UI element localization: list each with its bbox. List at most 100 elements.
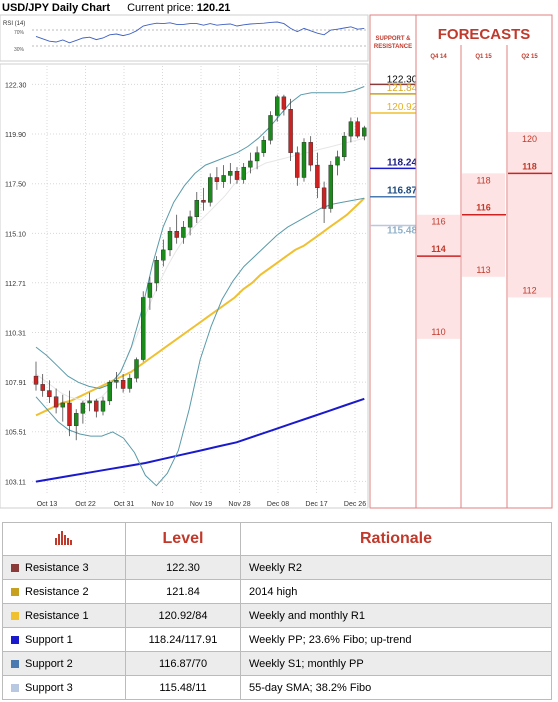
forecast-high-label: 116 xyxy=(431,217,445,227)
row-level: 115.48/11 xyxy=(125,675,241,700)
candle-body xyxy=(94,400,99,412)
candle-body xyxy=(234,171,240,180)
indicator-line xyxy=(35,197,365,487)
candle-body xyxy=(248,160,253,168)
x-tick-label: Oct 13 xyxy=(37,501,58,508)
forecast-column-header: Q4 14 xyxy=(430,54,447,60)
table-row: Resistance 3 122.30 Weekly R2 xyxy=(2,555,552,580)
candle-body xyxy=(47,390,52,397)
candle-body xyxy=(261,140,266,153)
chart-title: USD/JPY Daily Chart xyxy=(2,2,111,14)
candle-body xyxy=(308,142,313,166)
x-tick-label: Oct 22 xyxy=(75,501,96,508)
candle-body xyxy=(321,187,327,209)
support-3-swatch xyxy=(11,683,19,692)
y-tick-label: 107.91 xyxy=(5,380,27,387)
table-row: Resistance 2 121.84 2014 high xyxy=(2,579,552,604)
row-rationale: Weekly PP; 23.6% Fibo; up-trend xyxy=(240,627,552,652)
row-name: Resistance 2 xyxy=(25,585,89,598)
candle-body xyxy=(342,135,347,158)
usdjpy-chart: RSI (14) 70% 30% 122.30 119.90 117.50 115.1… xyxy=(0,14,553,509)
row-level: 118.24/117.91 xyxy=(125,627,241,652)
candle-body xyxy=(33,375,39,385)
table-row: Resistance 1 120.92/84 Weekly and monthl… xyxy=(2,603,552,628)
x-tick-label: Nov 19 xyxy=(190,501,212,508)
row-level: 120.92/84 xyxy=(125,603,241,628)
rationale-header: Rationale xyxy=(240,522,552,556)
support-1-swatch xyxy=(11,635,19,644)
forecast-range xyxy=(508,131,551,298)
candle-body xyxy=(147,282,153,298)
candle-body xyxy=(87,400,92,404)
sr-level-label: 115.48 xyxy=(387,225,417,236)
candle-body xyxy=(107,382,112,402)
forecast-range xyxy=(462,173,505,277)
bars-icon-cell xyxy=(2,522,126,556)
candle-body xyxy=(114,380,119,383)
sr-label-line-1: SUPPORT & xyxy=(375,36,411,42)
candle-body xyxy=(187,216,193,228)
candle-body xyxy=(80,402,86,414)
candle-body xyxy=(295,152,300,178)
support-2-swatch xyxy=(11,659,19,668)
candle-body xyxy=(73,413,79,426)
row-name: Resistance 1 xyxy=(25,609,89,622)
candle-body xyxy=(268,115,273,141)
row-name: Support 2 xyxy=(25,657,73,670)
forecast-low-label: 110 xyxy=(431,327,445,337)
sr-level-label: 121.84 xyxy=(387,83,418,94)
forecast-median-label: 118 xyxy=(522,161,537,171)
candle-body xyxy=(315,164,320,189)
indicator-line xyxy=(35,397,365,483)
candle-body xyxy=(161,249,166,261)
row-level: 116.87/70 xyxy=(125,651,241,676)
x-tick-label: Oct 31 xyxy=(114,501,135,508)
y-tick-label: 103.11 xyxy=(5,479,26,486)
candle-body xyxy=(328,164,333,209)
row-rationale: 2014 high xyxy=(240,579,552,604)
rsi-level-30: 30% xyxy=(14,47,25,53)
y-tick-label: 115.10 xyxy=(5,231,26,238)
candle-body xyxy=(67,402,72,426)
row-name: Support 1 xyxy=(25,633,73,646)
candle-body xyxy=(241,166,246,180)
rsi-panel xyxy=(0,14,369,62)
candle-body xyxy=(288,109,293,153)
candle-body xyxy=(134,359,139,379)
candle-body xyxy=(127,377,133,389)
row-level: 122.30 xyxy=(125,555,241,580)
candle-body xyxy=(140,297,146,360)
x-tick-label: Nov 28 xyxy=(228,501,250,508)
resistance-2-swatch xyxy=(11,587,19,596)
sr-level-label: 122.30 xyxy=(387,74,418,85)
sr-level-label: 118.24 xyxy=(387,157,417,168)
forecast-median-label: 114 xyxy=(431,244,446,254)
candle-body xyxy=(53,396,59,408)
candle-body xyxy=(167,231,173,251)
candle-body xyxy=(254,152,260,162)
indicator-line xyxy=(35,86,365,390)
forecast-column-header: Q2 15 xyxy=(521,54,538,60)
candle-body xyxy=(120,380,126,389)
row-rationale: 55-day SMA; 38.2% Fibo xyxy=(240,675,552,700)
candle-body xyxy=(281,96,287,110)
current-price-value: 120.21 xyxy=(196,2,231,14)
candle-body xyxy=(228,171,233,176)
candle-body xyxy=(214,177,220,182)
price-panel xyxy=(0,63,369,509)
candle-body xyxy=(40,384,45,391)
table-row: Support 1 118.24/117.91 Weekly PP; 23.6%… xyxy=(2,627,552,652)
rsi-level-70: 70% xyxy=(14,30,25,36)
bar-chart-icon xyxy=(55,530,72,545)
level-header: Level xyxy=(125,522,241,556)
table-row: Support 2 116.87/70 Weekly S1; monthly P… xyxy=(2,651,552,676)
resistance-3-swatch xyxy=(11,563,19,572)
resistance-1-swatch xyxy=(11,611,19,620)
forecast-low-label: 113 xyxy=(476,265,490,275)
candle-body xyxy=(154,260,159,284)
y-tick-label: 122.30 xyxy=(5,82,27,89)
candle-body xyxy=(181,226,186,238)
candle-body xyxy=(275,96,280,116)
y-tick-label: 105.51 xyxy=(5,430,27,437)
forecast-range xyxy=(417,214,460,339)
